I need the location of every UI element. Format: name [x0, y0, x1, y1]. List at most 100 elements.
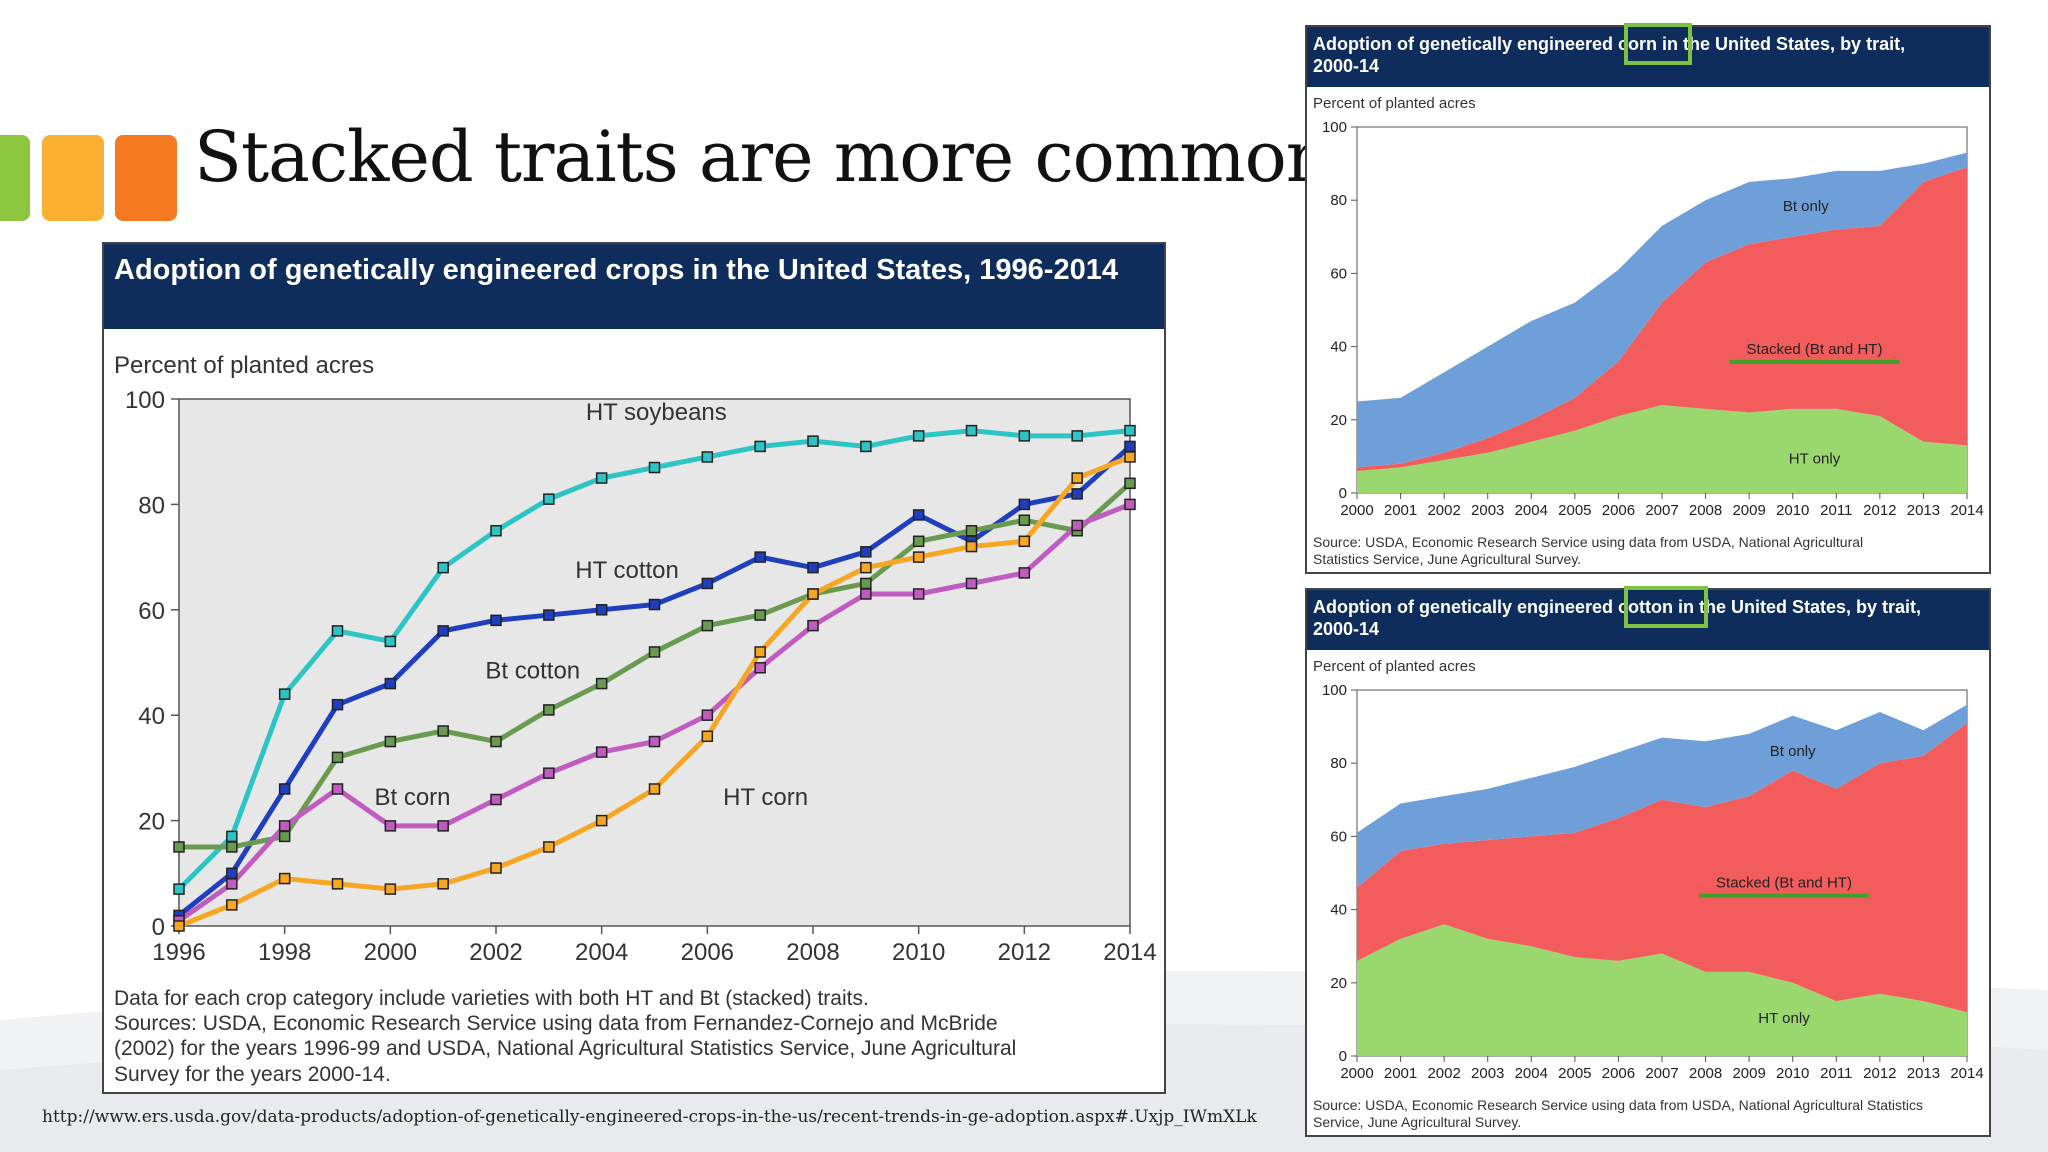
data-point-ht-soybeans	[331, 625, 344, 637]
data-point-bt-cotton	[1018, 514, 1031, 526]
data-point-ht-corn	[1018, 535, 1031, 548]
data-point-ht-soybeans	[173, 883, 185, 895]
data-point-bt-cotton	[648, 646, 661, 658]
data-point-ht-corn	[965, 540, 978, 553]
x-tick-label: 2000	[1340, 1065, 1373, 1082]
x-tick-label: 2012	[1863, 1065, 1896, 1082]
data-point-ht-corn	[543, 841, 555, 853]
main-chart-panel: Adoption of genetically engineered crops…	[102, 242, 1166, 1094]
corn-chart-header-line2: 2000-14	[1313, 56, 1380, 76]
series-label-bt-cotton: Bt cotton	[485, 657, 580, 684]
area-label-ht-only: HT only	[1789, 451, 1841, 468]
series-label-ht-corn: HT corn	[723, 784, 808, 811]
cotton-chart-header-line1: Adoption of genetically engineered cotto…	[1313, 597, 1922, 617]
data-point-bt-cotton	[278, 830, 291, 843]
x-tick-label: 2001	[1384, 1065, 1417, 1082]
area-label-ht-only: HT only	[1758, 1010, 1810, 1027]
data-point-bt-corn	[331, 783, 344, 795]
data-point-bt-cotton	[701, 619, 714, 632]
y-tick-label: 80	[1330, 192, 1347, 209]
data-point-bt-corn	[701, 709, 714, 721]
data-point-ht-soybeans	[278, 688, 291, 700]
x-tick-label: 2014	[1950, 1065, 1983, 1082]
source-url[interactable]: http://www.ers.usda.gov/data-products/ad…	[42, 1107, 1257, 1127]
data-point-ht-corn	[1124, 451, 1136, 463]
data-point-ht-corn	[278, 872, 291, 885]
corn-chart-panel: Adoption of genetically engineered corn …	[1305, 25, 1991, 574]
y-tick-label: 100	[1322, 119, 1347, 136]
data-point-ht-corn	[754, 646, 766, 658]
data-point-ht-soybeans	[437, 561, 449, 574]
x-tick-label: 2007	[1645, 1065, 1678, 1082]
data-point-ht-corn	[437, 878, 449, 890]
data-point-ht-cotton	[278, 783, 291, 795]
main-chart-ylabel: Percent of planted acres	[114, 352, 375, 379]
x-tick-label: 2006	[1602, 1065, 1635, 1082]
data-point-bt-cotton	[543, 704, 555, 716]
cotton-highlight-box	[1624, 586, 1708, 628]
data-point-bt-corn	[965, 577, 978, 590]
area-bt-only	[1357, 704, 1967, 888]
data-point-ht-cotton	[331, 698, 344, 711]
accent-square-orange	[115, 135, 177, 221]
data-point-ht-corn	[807, 588, 819, 600]
data-point-ht-cotton	[807, 561, 819, 574]
accent-square-green	[0, 135, 30, 221]
cotton-chart-ylabel: Percent of planted acres	[1313, 658, 1476, 675]
data-point-ht-corn	[860, 561, 872, 574]
y-tick-label: 100	[1322, 682, 1347, 699]
data-point-ht-corn	[490, 862, 502, 874]
area-label-bt-only: Bt only	[1783, 198, 1829, 215]
data-point-ht-corn	[384, 883, 397, 895]
y-tick-label: 0	[152, 914, 165, 941]
x-tick-label: 2004	[1515, 1065, 1548, 1082]
cotton-chart-source: Source: USDA, Economic Research Service …	[1313, 1097, 1923, 1131]
data-point-bt-cotton	[490, 735, 502, 748]
data-point-ht-cotton	[648, 598, 661, 611]
main-line-chart: 0 20 40 60 80 100 1996 1998 2000 2002 2004 2006 2008…	[125, 387, 1157, 966]
x-tick-label: 2010	[892, 939, 945, 966]
data-point-ht-cotton	[860, 546, 872, 558]
data-point-ht-corn	[331, 878, 344, 890]
area-label-stacked-bt-and-ht: Stacked (Bt and HT)	[1716, 875, 1852, 892]
data-point-bt-corn	[384, 820, 397, 832]
data-point-ht-soybeans	[648, 461, 661, 474]
data-point-bt-corn	[595, 746, 608, 758]
y-tick-label: 20	[138, 809, 165, 836]
cotton-source-line: Source: USDA, Economic Research Service …	[1313, 1097, 1924, 1113]
x-tick-label: 2000	[364, 939, 417, 966]
x-tick-label: 2006	[1602, 502, 1635, 519]
data-point-bt-corn	[807, 619, 819, 632]
corn-chart-ylabel: Percent of planted acres	[1313, 95, 1476, 112]
x-tick-label: 2011	[1820, 502, 1852, 519]
cotton-chart-header-line2: 2000-14	[1313, 619, 1380, 639]
x-tick-label: 2002	[1427, 1065, 1460, 1082]
x-tick-label: 2014	[1103, 939, 1156, 966]
y-tick-label: 60	[138, 598, 165, 625]
data-point-ht-cotton	[754, 551, 766, 563]
data-point-bt-cotton	[331, 751, 344, 764]
data-point-ht-soybeans	[1124, 424, 1136, 437]
data-point-bt-cotton	[860, 577, 872, 590]
cotton-chart-header: Adoption of genetically engineered cotto…	[1307, 590, 1989, 650]
x-tick-label: 2012	[998, 939, 1051, 966]
data-point-ht-soybeans	[595, 472, 608, 484]
plot-area	[178, 398, 1131, 927]
data-point-ht-soybeans	[1071, 430, 1083, 442]
y-tick-label: 0	[1339, 1048, 1347, 1065]
x-tick-label: 2008	[786, 939, 839, 966]
data-point-bt-cotton	[595, 677, 608, 690]
data-point-ht-soybeans	[860, 440, 872, 453]
corn-area-chart: 0 20 40 60 80 100 2000 2001 2002 2003 2004 2005 2006…	[1322, 119, 1984, 519]
data-point-ht-soybeans	[226, 830, 238, 843]
area-ht-only	[1357, 405, 1967, 493]
area-bt-only	[1357, 152, 1967, 468]
data-point-bt-corn	[648, 735, 661, 748]
data-point-ht-cotton	[543, 609, 555, 621]
x-tick-label: 2008	[1689, 1065, 1722, 1082]
x-tick-label: 1996	[152, 939, 205, 966]
area-label-bt-only: Bt only	[1770, 743, 1816, 760]
data-point-bt-cotton	[173, 841, 185, 853]
data-point-bt-cotton	[226, 841, 238, 853]
data-point-ht-cotton	[437, 625, 449, 637]
